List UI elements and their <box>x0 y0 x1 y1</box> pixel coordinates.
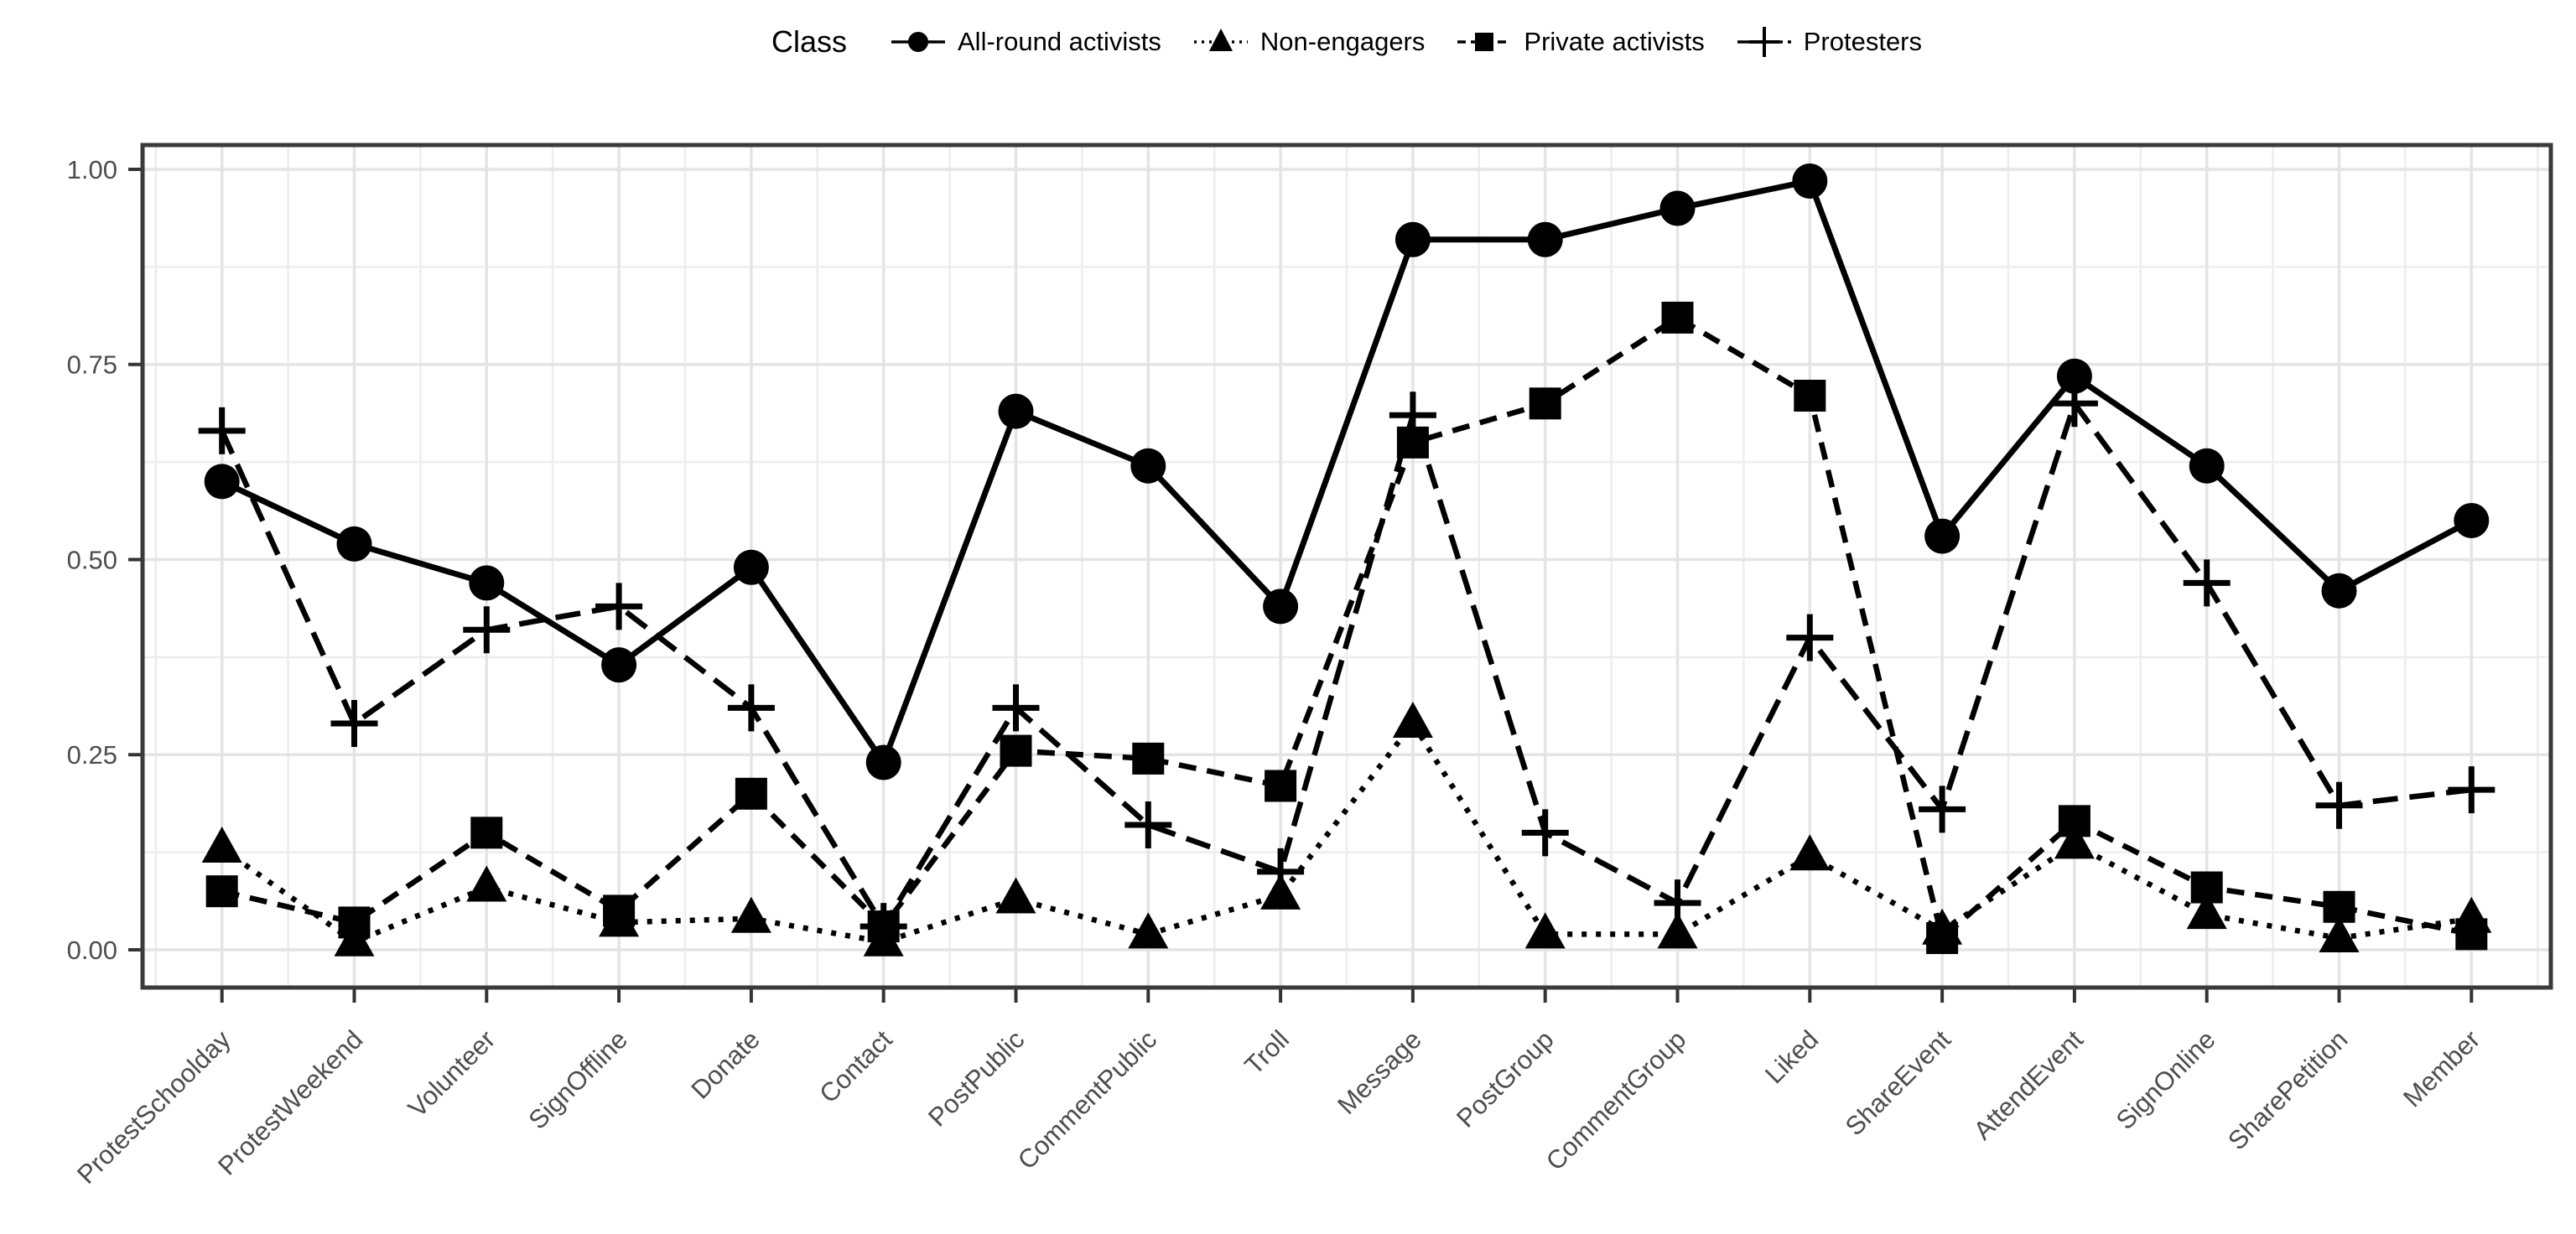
triangle-marker-icon <box>1193 29 1248 51</box>
data-point-square <box>867 910 900 943</box>
data-point-square <box>1265 770 1297 802</box>
y-axis-label: 0.25 <box>67 740 117 770</box>
legend-label: Non-engagers <box>1259 27 1426 56</box>
y-axis-label: 0.75 <box>67 350 117 380</box>
data-point-square <box>2323 890 2355 923</box>
data-point-circle <box>601 647 637 683</box>
data-point-triangle <box>2054 822 2095 859</box>
data-point-circle <box>733 549 769 585</box>
data-point-circle <box>469 565 505 601</box>
data-point-square <box>2058 805 2090 837</box>
panel-border <box>140 143 2553 990</box>
legend-label: Protesters <box>1803 27 1923 56</box>
x-axis-label: Message <box>1332 1024 1427 1120</box>
legend-label: Private activists <box>1524 27 1705 56</box>
legend-label: All-round activists <box>958 27 1161 56</box>
x-axis-label: ShareEvent <box>1840 1024 1957 1142</box>
data-point-circle <box>2321 573 2357 609</box>
legend-item-all-round-activists: All-round activists <box>889 18 1161 66</box>
x-axis-label: PostGroup <box>1451 1024 1560 1133</box>
data-point-triangle <box>201 826 242 863</box>
circle-marker-icon <box>891 32 945 52</box>
data-point-circle <box>1659 190 1696 226</box>
data-point-triangle <box>1128 912 1169 949</box>
data-point-triangle <box>730 896 771 933</box>
data-point-triangle <box>1789 834 1831 871</box>
data-point-circle <box>204 464 240 500</box>
x-axis-label: PostPublic <box>922 1024 1030 1132</box>
data-point-circle <box>1394 221 1431 257</box>
data-point-circle <box>998 393 1034 429</box>
x-axis-label: Troll <box>1239 1024 1295 1081</box>
data-point-square <box>1000 734 1032 767</box>
y-axis-label: 0.00 <box>67 936 117 965</box>
data-point-triangle <box>466 865 507 902</box>
data-point-circle <box>2056 358 2092 394</box>
data-point-circle <box>865 744 901 780</box>
data-point-square <box>1794 379 1826 412</box>
x-axis-label: Contact <box>813 1024 898 1109</box>
x-axis-label: Liked <box>1759 1024 1824 1089</box>
legend-item-protesters: Protesters <box>1735 18 1922 66</box>
x-axis-label: ProtestWeekend <box>212 1024 368 1180</box>
data-point-square <box>1661 301 1694 334</box>
series-line-plus <box>219 397 2472 932</box>
data-point-triangle <box>1657 912 1698 949</box>
x-axis-label: SignOffline <box>522 1024 633 1135</box>
series-line-square <box>221 314 2472 944</box>
data-point-square <box>1529 387 1561 420</box>
plus-marker-icon <box>1737 27 1791 57</box>
data-point-circle <box>1924 518 1961 554</box>
data-point-circle <box>336 526 372 562</box>
x-axis-label: Member <box>2397 1024 2485 1112</box>
legend-item-private-activists: Private activists <box>1455 18 1705 66</box>
data-point-triangle <box>1524 912 1566 949</box>
data-point-circle <box>1792 163 1828 199</box>
x-axis-label: ProtestSchoolday <box>71 1024 236 1190</box>
data-point-square <box>470 817 503 849</box>
data-point-triangle <box>2186 893 2227 930</box>
data-point-circle <box>1130 448 1166 484</box>
chart-legend: Class All-round activists Non-engagers P… <box>143 12 2551 72</box>
series-line-circle <box>221 177 2473 770</box>
data-point-square <box>1132 742 1165 775</box>
x-axis-label: CommentGroup <box>1540 1024 1692 1176</box>
y-axis-label: 0.50 <box>67 545 117 574</box>
data-point-circle <box>1263 588 1299 625</box>
legend-title: Class <box>771 24 847 59</box>
data-point-square <box>1396 426 1429 459</box>
data-point-square <box>1926 922 1959 955</box>
x-axis-label: Volunteer <box>402 1024 501 1123</box>
data-point-triangle <box>995 877 1036 914</box>
data-point-square <box>205 875 238 908</box>
x-axis-label: CommentPublic <box>1012 1024 1162 1174</box>
data-point-square <box>2190 871 2223 904</box>
data-point-circle <box>2454 502 2490 538</box>
data-point-square <box>603 894 636 927</box>
x-axis-label: Donate <box>685 1024 765 1104</box>
data-point-triangle <box>2319 916 2360 953</box>
square-marker-icon <box>1457 33 1512 51</box>
data-point-circle <box>1527 221 1563 257</box>
data-point-square <box>735 777 767 810</box>
data-point-triangle <box>1392 702 1433 739</box>
y-axis-label: 1.00 <box>67 155 117 184</box>
data-point-square <box>338 906 371 939</box>
legend-item-non-engagers: Non-engagers <box>1192 18 1425 66</box>
data-point-circle <box>2189 448 2225 484</box>
data-point-square <box>2455 918 2488 951</box>
x-axis-label: AttendEvent <box>1968 1024 2089 1145</box>
data-point-triangle <box>1260 873 1301 910</box>
x-axis-label: SignOnline <box>2111 1024 2221 1135</box>
x-axis-label: SharePetition <box>2222 1024 2353 1155</box>
